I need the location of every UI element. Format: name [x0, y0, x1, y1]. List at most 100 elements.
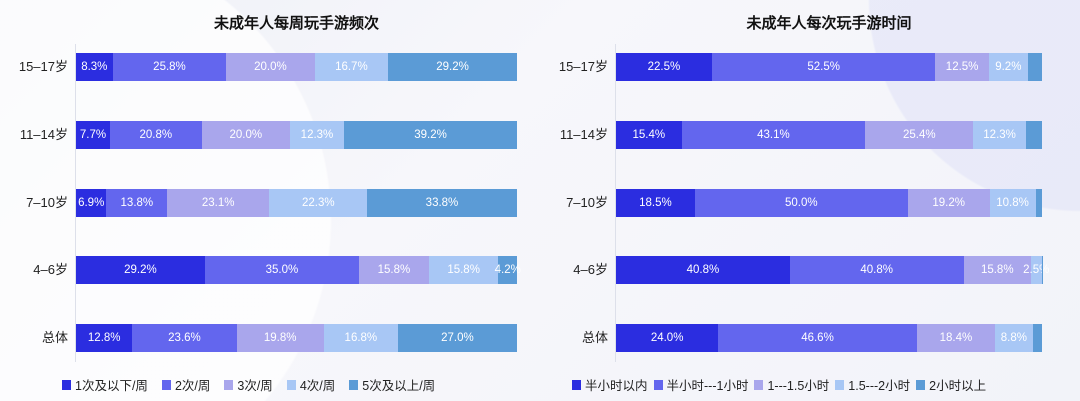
bar-segment: 15.8%: [428, 256, 499, 284]
bar-segment: 29.2%: [388, 53, 517, 81]
data-label: 20.0%: [229, 129, 263, 141]
data-label: 29.2%: [436, 61, 469, 73]
legend-item: 1.5---2小时: [835, 375, 910, 394]
data-label: 23.1%: [201, 197, 235, 209]
data-label: 4.2%: [494, 264, 521, 276]
data-label: 15.4%: [632, 129, 666, 141]
bar-segment: 15.4%: [616, 121, 682, 149]
bar-segment: 22.3%: [269, 189, 368, 217]
data-label: 8.3%: [81, 61, 108, 73]
bar-segment: 18.5%: [616, 189, 695, 217]
category-label: 总体: [41, 330, 68, 345]
data-label: 23.6%: [168, 332, 201, 344]
legend-swatch: [286, 379, 296, 390]
category-label: 15–17岁: [18, 59, 68, 74]
bar-segment: 43.1%: [681, 121, 866, 149]
legend-swatch: [62, 379, 71, 390]
legend-item: 1---1.5小时: [754, 375, 829, 394]
y-axis-line: [75, 44, 76, 362]
stacked-bar: 6.9% 13.8% 23.1% 22.3% 33.8%: [76, 189, 517, 217]
data-label: 20.0%: [254, 61, 287, 73]
data-label: 27.0%: [441, 332, 474, 344]
legend-label: 1.5---2小时: [848, 379, 911, 393]
data-label: 15.8%: [980, 264, 1014, 276]
data-label: 40.8%: [686, 264, 720, 276]
legend-swatch: [754, 379, 764, 390]
bar-segment: 20.8%: [109, 121, 202, 149]
legend-item: 4次/周: [286, 375, 335, 394]
bar-segment: 29.2%: [76, 256, 205, 284]
stacked-bar: 7.7% 20.8% 20.0% 12.3% 39.2%: [76, 121, 517, 149]
legend-label: 半小时---1小时: [666, 379, 749, 393]
bar-segment: 23.6%: [132, 324, 237, 352]
data-label: 6.9%: [78, 197, 105, 209]
legend-swatch: [653, 379, 663, 390]
data-label: 22.3%: [301, 197, 335, 209]
legend-label: 3次/周: [237, 379, 273, 393]
data-label: 12.3%: [300, 129, 334, 141]
data-label: 46.6%: [801, 332, 834, 344]
bar-segment: 8.8%: [995, 324, 1033, 352]
bar-segment: 35.0%: [204, 256, 360, 284]
bar-segment: 8.3%: [76, 53, 113, 81]
stacked-bar: 12.8% 23.6% 19.8% 16.8% 27.0%: [76, 324, 517, 352]
bar-segment: 16.8%: [323, 324, 398, 352]
legend-swatch: [224, 379, 234, 390]
data-label: 52.5%: [807, 61, 840, 73]
legend-item: 半小时以内: [572, 375, 648, 394]
stacked-bar: 22.5% 52.5% 12.5% 9.2%: [616, 53, 1042, 81]
data-label: 40.8%: [860, 264, 893, 276]
legend-swatch: [572, 379, 581, 390]
chart-title: 未成年人每次玩手游时间: [746, 15, 912, 32]
chart-title: 未成年人每周玩手游频次: [213, 15, 379, 32]
stacked-bar: 40.8% 40.8% 15.8% 2.5%: [616, 256, 1049, 284]
stacked-bar: 15.4% 43.1% 25.4% 12.3%: [616, 121, 1042, 149]
legend-swatch: [835, 379, 845, 390]
bar-segment: 25.4%: [865, 121, 974, 149]
legend-item: 5次及以上/周: [349, 375, 435, 394]
bar-segment: [1032, 324, 1042, 352]
category-label: 11–14岁: [19, 127, 68, 142]
data-label: 24.0%: [650, 332, 684, 344]
bar-segment: 27.0%: [397, 324, 517, 352]
data-label: 15.8%: [377, 264, 411, 276]
data-label: 39.2%: [414, 129, 447, 141]
data-label: 33.8%: [425, 197, 459, 209]
data-label: 12.5%: [945, 61, 979, 73]
bar-segment: 12.8%: [76, 324, 133, 352]
bar-segment: 19.8%: [236, 324, 324, 352]
bar-segment: 22.5%: [616, 53, 712, 81]
legend-item: 1次及以下/周: [62, 375, 148, 394]
legend-label: 1---1.5小时: [767, 379, 830, 393]
legend: 半小时以内 半小时---1小时 1---1.5小时 1.5---2小时 2小时以上: [572, 375, 986, 394]
data-label: 7.7%: [79, 129, 107, 141]
legend-swatch: [161, 379, 171, 390]
bar-segment: 40.8%: [789, 256, 964, 284]
data-label: 12.3%: [983, 129, 1016, 141]
data-label: 15.8%: [447, 264, 480, 276]
category-label: 总体: [581, 330, 608, 345]
bar-segment: [1027, 53, 1042, 81]
data-label: 18.4%: [939, 332, 973, 344]
bar-segment: 13.8%: [106, 189, 168, 217]
legend-label: 2次/周: [174, 379, 211, 393]
bar-segment: 2.5%: [1023, 256, 1049, 284]
bar-segment: 15.8%: [963, 256, 1031, 284]
category-label: 11–14岁: [559, 127, 608, 142]
bar-segment: 15.8%: [359, 256, 429, 284]
data-label: 18.5%: [639, 197, 672, 209]
data-label: 16.7%: [335, 61, 368, 73]
data-label: 8.8%: [1000, 332, 1027, 344]
stacked-bar: 24.0% 46.6% 18.4% 8.8%: [616, 324, 1042, 352]
data-label: 9.2%: [995, 61, 1022, 73]
data-label: 35.0%: [265, 264, 299, 276]
bar-segment: 18.4%: [916, 324, 996, 352]
bar-segment: 23.1%: [167, 189, 270, 217]
legend-item: 2小时以上: [916, 375, 986, 394]
bar-segment: 52.5%: [711, 53, 936, 81]
data-label: 43.1%: [757, 129, 790, 141]
bar-segment: 25.8%: [112, 53, 227, 81]
data-label: 20.8%: [139, 129, 173, 141]
bar-segment: 19.2%: [907, 189, 990, 217]
category-label: 7–10岁: [566, 195, 608, 210]
